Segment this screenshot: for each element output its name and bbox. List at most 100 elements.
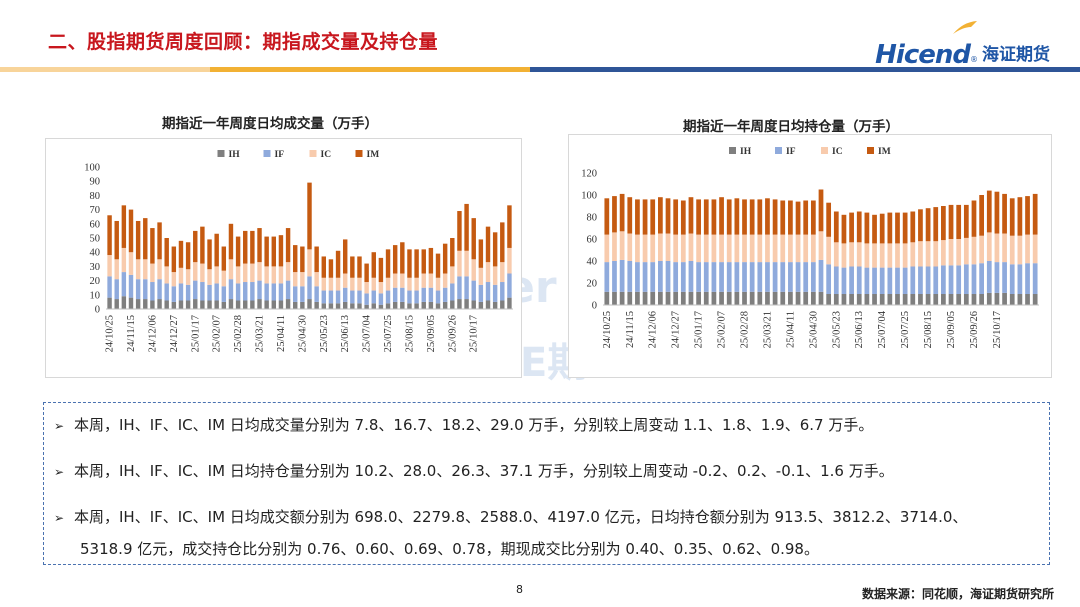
bar-segment-ih xyxy=(872,294,877,305)
bar-segment-im xyxy=(803,200,809,235)
bar-segment-im xyxy=(135,220,141,260)
bar-segment-ic xyxy=(795,234,801,263)
bar-segment-ic xyxy=(364,282,369,294)
bar-segment-ih xyxy=(963,294,969,305)
legend-swatch xyxy=(309,150,317,157)
bar-segment-ic xyxy=(278,266,284,284)
bar-stack xyxy=(350,256,355,309)
bar-segment-ic xyxy=(734,234,740,263)
bar-segment-if xyxy=(864,267,870,294)
bar-segment-ic xyxy=(378,282,384,294)
bar-segment-im xyxy=(933,207,939,242)
bar-segment-ic xyxy=(243,263,248,283)
bar-stack xyxy=(833,211,839,305)
legend-swatch xyxy=(355,150,363,157)
bar-segment-ic xyxy=(193,262,198,281)
bar-segment-if xyxy=(948,265,954,294)
bar-segment-ic xyxy=(178,267,184,284)
bar-segment-im xyxy=(941,206,946,241)
bar-stack xyxy=(772,199,778,305)
bar-stack xyxy=(342,239,348,309)
bar-stack xyxy=(971,200,977,305)
bar-segment-if xyxy=(107,276,112,298)
bar-stack xyxy=(627,197,633,305)
bar-segment-im xyxy=(107,215,112,256)
bar-segment-if xyxy=(128,274,134,298)
logo-latin: Hicend xyxy=(875,40,971,70)
bar-stack xyxy=(171,246,177,309)
x-tick-label: 24/10/25 xyxy=(105,315,116,352)
bar-stack xyxy=(658,197,663,305)
bar-segment-if xyxy=(228,279,234,300)
bar-stack xyxy=(500,222,505,309)
bar-segment-ih xyxy=(918,294,923,305)
bar-segment-im xyxy=(772,199,778,235)
bar-segment-ic xyxy=(171,272,177,287)
bar-segment-if xyxy=(185,284,191,301)
x-tick-label: 25/05/23 xyxy=(319,315,330,352)
bar-segment-ic xyxy=(688,233,694,261)
bar-segment-ic xyxy=(979,235,984,264)
bar-segment-ic xyxy=(457,250,462,277)
page-number: 8 xyxy=(516,583,523,596)
bar-segment-if xyxy=(665,261,671,292)
bar-segment-ic xyxy=(135,259,141,280)
company-logo: Hicend ® 海证期货 xyxy=(875,21,1050,70)
bar-segment-ic xyxy=(450,266,455,284)
bar-segment-im xyxy=(357,256,362,278)
bar-segment-ic xyxy=(658,233,663,261)
bar-segment-im xyxy=(619,193,625,232)
x-tick-label: 25/07/25 xyxy=(383,315,394,352)
bar-segment-ic xyxy=(357,277,362,291)
bar-segment-im xyxy=(428,247,434,274)
bar-segment-im xyxy=(658,197,663,234)
bar-segment-ih xyxy=(485,300,491,309)
bar-segment-if xyxy=(457,276,462,300)
x-tick-label: 25/04/11 xyxy=(276,315,287,352)
bar-segment-ih xyxy=(627,291,633,305)
bar-segment-ih xyxy=(994,292,1000,305)
bar-segment-if xyxy=(918,266,923,294)
bar-segment-im xyxy=(956,204,962,239)
bar-segment-ih xyxy=(803,291,809,305)
legend-entry-if: IF xyxy=(263,150,284,160)
bar-stack xyxy=(925,208,931,305)
bar-segment-ih xyxy=(948,294,954,305)
legend-label: IH xyxy=(229,150,241,160)
bar-stack xyxy=(749,199,755,305)
x-tick-label: 25/02/07 xyxy=(717,311,728,348)
bar-segment-if xyxy=(994,262,1000,293)
bar-stack xyxy=(257,228,262,309)
bar-segment-ic xyxy=(300,272,305,287)
bar-segment-ic xyxy=(918,241,923,267)
bar-segment-ic xyxy=(726,234,732,263)
bar-segment-ih xyxy=(1025,294,1030,305)
bar-segment-im xyxy=(680,200,686,235)
bar-segment-im xyxy=(765,198,770,235)
bar-stack xyxy=(107,215,112,309)
bar-stack xyxy=(948,204,954,305)
bar-segment-ih xyxy=(392,301,398,309)
bar-segment-im xyxy=(464,203,469,251)
bar-segment-if xyxy=(703,262,709,292)
bar-segment-ic xyxy=(114,259,119,280)
bar-segment-im xyxy=(128,209,134,253)
bar-segment-im xyxy=(849,212,854,243)
bar-stack xyxy=(979,195,984,305)
bar-segment-ic xyxy=(207,269,212,285)
bar-segment-ic xyxy=(963,237,969,265)
bar-segment-im xyxy=(979,195,984,236)
bar-stack xyxy=(243,230,248,309)
bar-segment-ih xyxy=(772,291,778,305)
bar-segment-ic xyxy=(107,255,112,277)
bar-stack xyxy=(696,199,701,305)
bar-stack xyxy=(164,238,169,309)
bar-segment-if xyxy=(442,287,448,302)
bar-segment-if xyxy=(157,279,162,300)
bar-segment-if xyxy=(941,265,946,294)
bar-segment-ih xyxy=(107,297,112,309)
bar-segment-im xyxy=(749,199,755,235)
bar-stack xyxy=(471,218,476,309)
bar-segment-ih xyxy=(143,299,148,309)
legend-entry-ih: IH xyxy=(217,150,241,160)
